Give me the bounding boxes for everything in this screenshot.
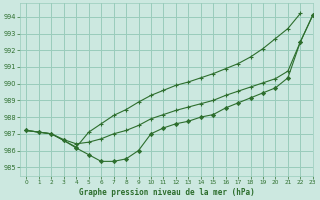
X-axis label: Graphe pression niveau de la mer (hPa): Graphe pression niveau de la mer (hPa) — [79, 188, 254, 197]
